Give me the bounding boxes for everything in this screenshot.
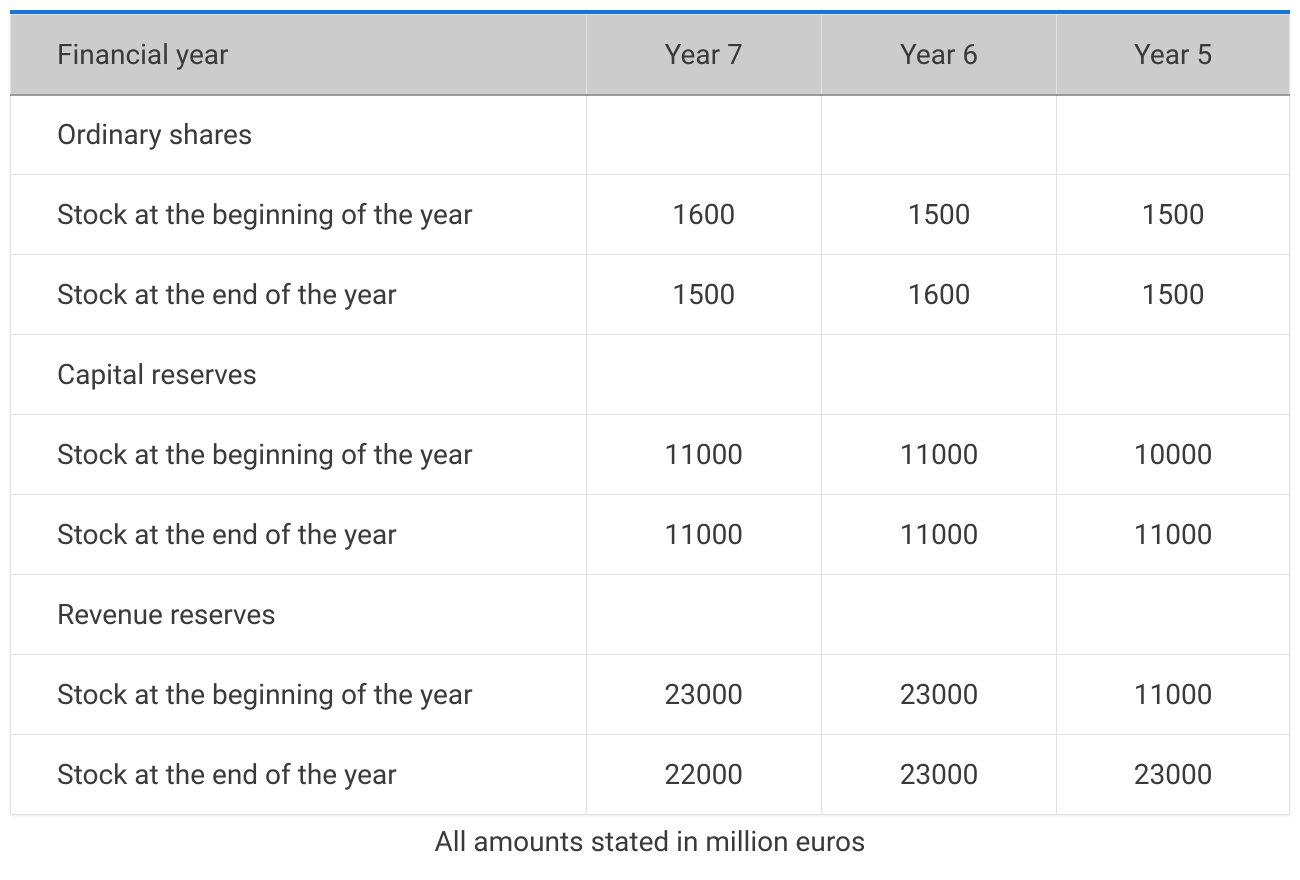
cell-value: 23000 [586,655,821,735]
cell-value: 1600 [586,175,821,255]
cell-value: 11000 [821,495,1056,575]
row-label: Stock at the end of the year [11,735,587,815]
row-label: Stock at the end of the year [11,495,587,575]
col-header-year6: Year 6 [821,15,1056,95]
col-header-year5: Year 5 [1057,15,1290,95]
table-row: Stock at the end of the year 11000 11000… [11,495,1290,575]
table-row: Capital reserves [11,335,1290,415]
row-label: Stock at the beginning of the year [11,415,587,495]
row-label: Revenue reserves [11,575,587,655]
table-row: Ordinary shares [11,95,1290,175]
table-row: Stock at the beginning of the year 23000… [11,655,1290,735]
cell-value: 22000 [586,735,821,815]
cell-value: 11000 [1057,655,1290,735]
cell-value: 23000 [1057,735,1290,815]
cell-value [821,335,1056,415]
row-label: Stock at the beginning of the year [11,655,587,735]
cell-value [586,335,821,415]
table-row: Stock at the end of the year 1500 1600 1… [11,255,1290,335]
cell-value: 23000 [821,655,1056,735]
cell-value: 1500 [1057,175,1290,255]
financial-table-wrapper: Financial year Year 7 Year 6 Year 5 Ordi… [10,10,1290,815]
row-label: Stock at the beginning of the year [11,175,587,255]
row-label: Ordinary shares [11,95,587,175]
cell-value: 1500 [586,255,821,335]
cell-value [586,95,821,175]
cell-value: 1500 [821,175,1056,255]
row-label: Stock at the end of the year [11,255,587,335]
cell-value: 23000 [821,735,1056,815]
table-row: Stock at the end of the year 22000 23000… [11,735,1290,815]
cell-value: 1500 [1057,255,1290,335]
cell-value: 11000 [821,415,1056,495]
table-row: Stock at the beginning of the year 11000… [11,415,1290,495]
cell-value: 1600 [821,255,1056,335]
cell-value [1057,95,1290,175]
col-header-year7: Year 7 [586,15,821,95]
cell-value: 10000 [1057,415,1290,495]
cell-value [821,95,1056,175]
cell-value [586,575,821,655]
cell-value [1057,335,1290,415]
table-row: Stock at the beginning of the year 1600 … [11,175,1290,255]
table-footnote: All amounts stated in million euros [10,815,1290,858]
row-label: Capital reserves [11,335,587,415]
table-row: Revenue reserves [11,575,1290,655]
cell-value: 11000 [586,495,821,575]
cell-value [821,575,1056,655]
financial-table: Financial year Year 7 Year 6 Year 5 Ordi… [10,14,1290,815]
col-header-label: Financial year [11,15,587,95]
cell-value [1057,575,1290,655]
cell-value: 11000 [1057,495,1290,575]
cell-value: 11000 [586,415,821,495]
table-header-row: Financial year Year 7 Year 6 Year 5 [11,15,1290,95]
